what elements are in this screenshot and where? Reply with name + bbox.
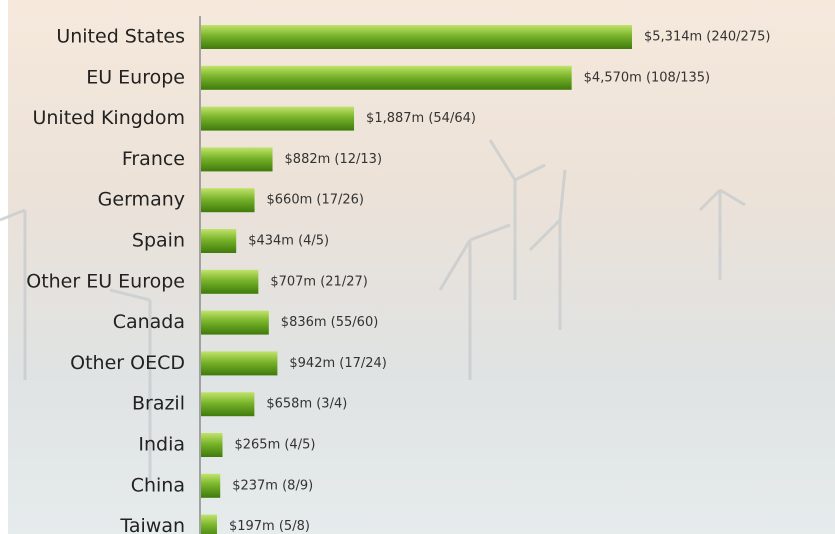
value-label: $237m (8/9) bbox=[232, 478, 313, 493]
bar bbox=[201, 433, 222, 457]
value-label: $434m (4/5) bbox=[248, 234, 329, 249]
category-label: United States bbox=[56, 26, 185, 48]
bar bbox=[201, 188, 255, 212]
value-label: $836m (55/60) bbox=[281, 315, 379, 330]
value-label: $707m (21/27) bbox=[270, 274, 368, 289]
value-label: $5,314m (240/275) bbox=[644, 30, 770, 45]
category-label: France bbox=[122, 148, 185, 170]
bar bbox=[201, 25, 632, 49]
bar bbox=[201, 107, 354, 131]
category-label: Other EU Europe bbox=[26, 270, 185, 292]
value-label: $658m (3/4) bbox=[266, 397, 347, 412]
value-label: $942m (17/24) bbox=[289, 356, 387, 371]
bar bbox=[201, 147, 273, 171]
value-label: $197m (5/8) bbox=[229, 519, 310, 534]
bar bbox=[201, 311, 269, 335]
value-label: $660m (17/26) bbox=[267, 193, 365, 208]
category-label: EU Europe bbox=[86, 66, 185, 88]
bar bbox=[201, 66, 572, 90]
category-label: Spain bbox=[132, 230, 185, 252]
category-label: Brazil bbox=[132, 393, 185, 415]
value-label: $882m (12/13) bbox=[285, 152, 383, 167]
bar bbox=[201, 474, 220, 498]
category-label: United Kingdom bbox=[32, 107, 185, 129]
bar bbox=[201, 270, 258, 294]
category-label: Canada bbox=[113, 311, 185, 333]
category-label: Taiwan bbox=[119, 515, 185, 534]
value-label: $4,570m (108/135) bbox=[584, 70, 710, 85]
bar bbox=[201, 515, 217, 534]
category-label: Other OECD bbox=[70, 352, 185, 374]
bar bbox=[201, 229, 236, 253]
category-label: China bbox=[131, 474, 185, 496]
bar bbox=[201, 351, 277, 375]
value-label: $1,887m (54/64) bbox=[366, 111, 476, 126]
category-label: India bbox=[138, 434, 185, 456]
value-label: $265m (4/5) bbox=[234, 438, 315, 453]
category-label: Germany bbox=[98, 189, 185, 211]
bar bbox=[201, 392, 254, 416]
chart: United States $5,314m (240/275) EU Europe $… bbox=[0, 0, 835, 534]
